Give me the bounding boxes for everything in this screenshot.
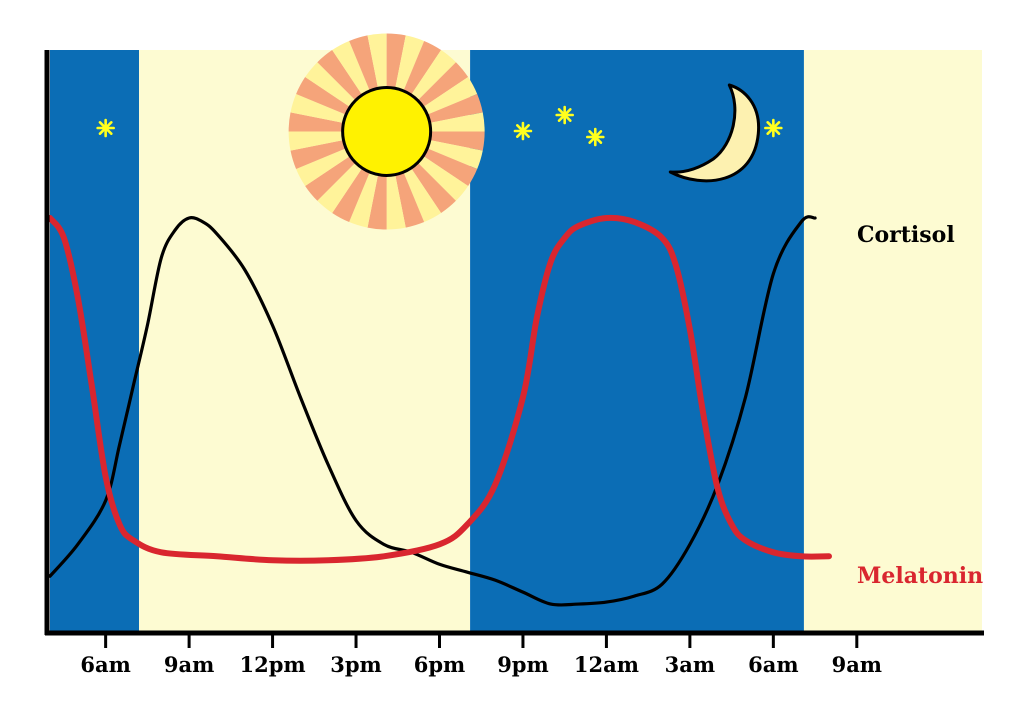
x-tick-label: 12pm: [239, 652, 305, 677]
series-line-cortisol: [48, 215, 817, 607]
x-tick-label: 3pm: [330, 652, 382, 677]
sun-icon: [288, 33, 485, 230]
star-ray: [557, 108, 572, 122]
star-icon: [555, 105, 574, 125]
moon-icon: [668, 83, 761, 183]
star-icon: [764, 118, 783, 138]
series-label-cortisol: Cortisol: [857, 222, 955, 248]
sun-core: [341, 86, 433, 177]
x-tick-label: 3am: [665, 652, 715, 677]
x-tick-label: 6pm: [414, 652, 466, 677]
series-labels: Cortisol Melatonin: [857, 222, 983, 589]
x-tick-label: 9am: [164, 652, 214, 677]
x-tick-label: 9pm: [497, 652, 549, 677]
band-day-3: [803, 50, 982, 632]
x-ticks: 6am 9am 12pm 3pm 6pm 9pm 12am 3am 6am 9am: [80, 633, 882, 677]
axes: [44, 50, 984, 636]
star-ray: [766, 121, 781, 135]
series-lines: [47, 214, 832, 607]
x-tick-label: 6am: [80, 652, 130, 677]
series-label-melatonin: Melatonin: [857, 563, 983, 589]
star-icon: [96, 118, 115, 138]
star-icon: [585, 127, 605, 147]
x-tick-label: 6am: [748, 652, 798, 677]
star-ray: [98, 121, 113, 135]
series-line-melatonin: [47, 214, 832, 564]
x-tick-label: 9am: [832, 652, 882, 677]
star-icon: [513, 121, 533, 141]
sky-decorations: [96, 33, 783, 230]
day-night-bands: [50, 50, 982, 632]
band-night-0: [50, 50, 140, 632]
x-tick-label: 12am: [574, 652, 639, 677]
star-ray: [588, 130, 603, 144]
star-ray: [515, 124, 530, 138]
